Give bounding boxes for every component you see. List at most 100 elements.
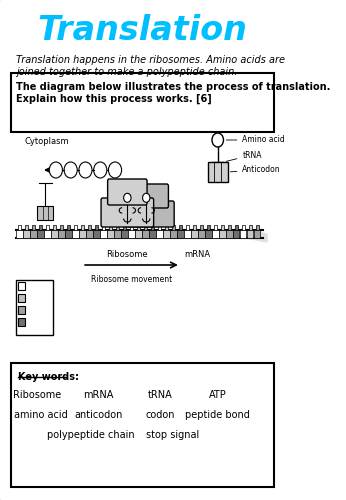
FancyBboxPatch shape [101,198,154,227]
Bar [128,230,135,238]
Text: polypeptide chain: polypeptide chain [47,430,134,440]
Bar [135,230,142,238]
Bar [208,162,228,182]
Bar [177,230,184,238]
Text: U: U [27,318,33,326]
Bar [219,230,226,238]
Bar [156,230,163,238]
Bar [16,280,53,335]
Text: peptide bond: peptide bond [185,410,250,420]
Bar [53,225,56,230]
FancyBboxPatch shape [132,184,169,208]
Bar [18,318,25,326]
Bar [39,225,42,230]
Bar [44,230,51,238]
FancyBboxPatch shape [11,73,274,132]
Bar [226,230,233,238]
Text: C: C [27,306,33,314]
FancyBboxPatch shape [126,201,174,227]
FancyBboxPatch shape [108,179,147,205]
Bar [102,225,105,230]
Bar [116,225,119,230]
Bar [100,230,107,238]
Circle shape [143,194,150,202]
Bar [37,230,44,238]
Bar [93,230,100,238]
Bar [254,230,261,238]
Bar [240,230,246,238]
Bar [179,225,182,230]
Text: codon: codon [145,410,175,420]
Bar [74,225,77,230]
Text: Ribosome: Ribosome [107,250,148,259]
Bar [114,230,121,238]
Text: mRNA: mRNA [184,250,210,259]
Bar [228,225,231,230]
Text: anticodon: anticodon [74,410,123,420]
Bar [81,225,84,230]
Bar [25,225,28,230]
Circle shape [79,162,92,178]
Bar [58,230,65,238]
Bar [184,230,191,238]
Bar [212,230,219,238]
Bar [163,230,170,238]
Text: tRNA: tRNA [148,390,173,400]
Bar [221,225,224,230]
Bar [142,230,149,238]
Bar [95,225,98,230]
Bar [242,225,245,230]
Bar [233,230,239,238]
Text: Amino acid: Amino acid [226,136,285,144]
Text: Ribosome movement: Ribosome movement [91,275,172,284]
Bar [24,230,30,238]
Circle shape [108,162,121,178]
Text: Anticodon: Anticodon [230,166,281,174]
Bar [88,225,91,230]
Text: Translation happens in the ribosomes. Amino acids are
joined together to make a : Translation happens in the ribosomes. Am… [16,55,285,76]
Bar [144,225,147,230]
Circle shape [49,162,62,178]
Circle shape [64,162,77,178]
Bar [151,225,154,230]
Bar [248,225,252,230]
Bar [18,282,25,290]
Bar [37,206,53,220]
Text: Cytoplasm: Cytoplasm [25,137,69,146]
Bar [149,230,156,238]
Bar [158,225,161,230]
Bar [86,230,93,238]
Bar [235,225,238,230]
Bar [67,225,70,230]
Text: Translation: Translation [37,14,247,46]
Bar [18,294,25,302]
FancyBboxPatch shape [0,0,287,500]
Polygon shape [246,230,267,242]
Text: Ribosome: Ribosome [13,390,61,400]
Bar [32,225,35,230]
Text: mRNA: mRNA [83,390,114,400]
Text: stop signal: stop signal [146,430,199,440]
Bar [60,225,63,230]
Bar [191,230,198,238]
Bar [130,225,133,230]
Bar [170,230,177,238]
Bar [109,225,112,230]
Bar [107,230,114,238]
Bar [186,225,189,230]
Circle shape [94,162,107,178]
Bar [18,225,21,230]
Bar [137,225,140,230]
Bar [46,225,49,230]
Bar [207,225,210,230]
Bar [16,230,23,238]
Bar [65,230,72,238]
Bar [255,225,259,230]
Text: ATP: ATP [209,390,227,400]
Bar [123,225,126,230]
Bar [165,225,168,230]
Bar [198,230,204,238]
Bar [30,230,37,238]
Text: amino acid: amino acid [14,410,68,420]
Text: tRNA: tRNA [226,150,262,162]
